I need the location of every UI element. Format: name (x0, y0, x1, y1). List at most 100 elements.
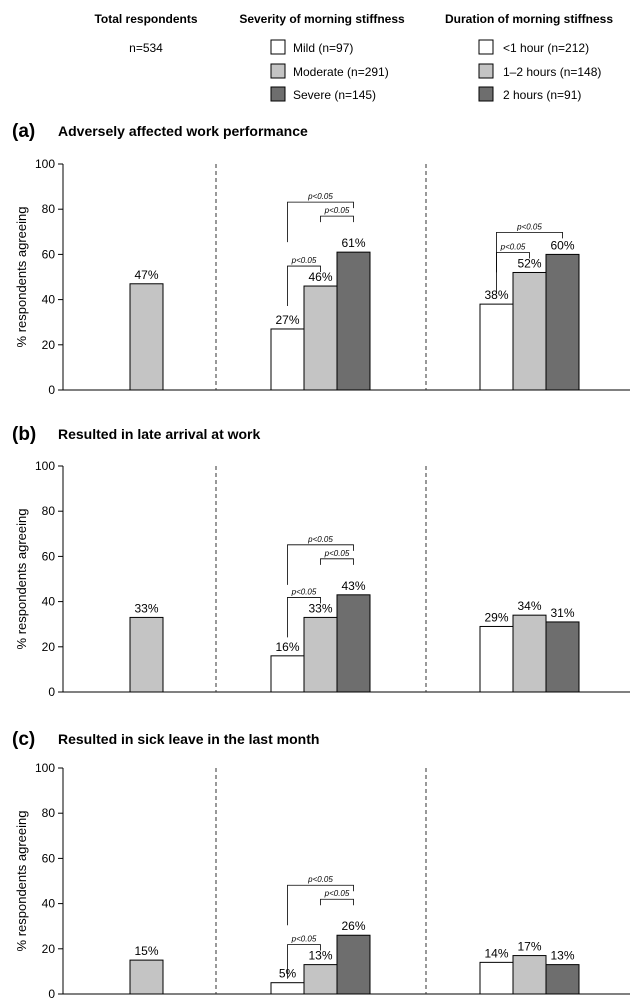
bar-1-2-hours (512, 271, 547, 391)
legend-label-mild: Mild (n=97) (293, 41, 353, 55)
y-tick-label: 60 (42, 549, 56, 563)
panel-letter: (b) (12, 424, 36, 445)
panel-letter: (a) (12, 121, 35, 142)
legend-swatch-2-hours (478, 86, 494, 102)
significance-bracket (287, 597, 321, 638)
y-tick-label: 20 (42, 942, 56, 956)
significance-bracket (287, 944, 321, 979)
y-tick-label: 0 (48, 987, 55, 999)
header-severity-title: Severity of morning stiffness (239, 12, 405, 26)
bar-mild (270, 982, 305, 995)
bar-severe-label: 26% (341, 919, 365, 933)
y-axis-label: % respondents agreeing (14, 509, 29, 650)
significance-bracket (320, 898, 354, 906)
y-tick-label: 100 (35, 761, 55, 775)
bar-under-1-hour (479, 625, 514, 693)
y-tick-label: 100 (35, 459, 55, 473)
y-tick-label: 40 (42, 595, 56, 609)
bar-severe (336, 594, 371, 693)
y-tick-label: 80 (42, 806, 56, 820)
y-axis-label: % respondents agreeing (14, 207, 29, 348)
bar-2-hours (545, 253, 580, 391)
bar-2-hours (545, 964, 580, 995)
legend-severity: Mild (n=97) Moderate (n=291) Severe (n=1… (270, 39, 389, 102)
bar-moderate-label: 46% (308, 270, 332, 284)
header-duration-title: Duration of morning stiffness (445, 12, 613, 26)
significance-bracket (496, 252, 530, 293)
bar-mild (270, 655, 305, 693)
y-axis-label: % respondents agreeing (14, 811, 29, 952)
significance-label: p<0.05 (324, 889, 350, 898)
panel-title: Resulted in late arrival at work (58, 426, 261, 442)
y-tick-label: 0 (48, 685, 55, 699)
legend-swatch-moderate (270, 63, 286, 79)
y-tick-label: 100 (35, 157, 55, 171)
bar-1-2-hours (512, 955, 547, 995)
legend-label-moderate: Moderate (n=291) (293, 65, 389, 79)
bar-total (129, 616, 164, 693)
header-total-value: n=534 (129, 41, 163, 55)
bar-severe-label: 43% (341, 579, 365, 593)
bar-total (129, 283, 164, 391)
significance-label: p<0.05 (307, 875, 333, 884)
bar-moderate (303, 285, 338, 391)
panel-title: Resulted in sick leave in the last month (58, 731, 319, 747)
y-tick-label: 60 (42, 851, 56, 865)
legend-swatch-under-1-hour (478, 39, 494, 55)
significance-label: p<0.05 (500, 242, 526, 251)
bar-under-1-hour-label: 29% (484, 610, 508, 624)
significance-bracket (320, 215, 354, 223)
legend-duration: <1 hour (n=212) 1–2 hours (n=148) 2 hour… (478, 39, 601, 102)
bar-mild-label: 27% (275, 313, 299, 327)
bar-total-label: 47% (134, 268, 158, 282)
bar-under-1-hour (479, 303, 514, 391)
significance-label: p<0.05 (291, 935, 317, 944)
legend-swatch-mild (270, 39, 286, 55)
bar-under-1-hour-label: 14% (484, 946, 508, 960)
bar-2-hours-label: 60% (550, 238, 574, 252)
legend-label-2-hours: 2 hours (n=91) (503, 88, 581, 102)
y-tick-label: 0 (48, 383, 55, 397)
bar-severe (336, 934, 371, 995)
significance-label: p<0.05 (291, 256, 317, 265)
bar-mild (270, 328, 305, 391)
y-tick-label: 60 (42, 247, 56, 261)
legend-label-under-1-hour: <1 hour (n=212) (503, 41, 589, 55)
y-tick-label: 80 (42, 504, 56, 518)
y-tick-label: 40 (42, 293, 56, 307)
bar-total (129, 959, 164, 995)
significance-label: p<0.05 (516, 222, 542, 231)
bar-total-label: 15% (134, 944, 158, 958)
legend-swatch-1-2-hours (478, 63, 494, 79)
bar-2-hours-label: 31% (550, 606, 574, 620)
panel-letter: (c) (12, 729, 35, 750)
legend-label-1-2-hours: 1–2 hours (n=148) (503, 65, 601, 79)
bar-2-hours-label: 13% (550, 949, 574, 963)
chart-panel-3: (c) Resulted in sick leave in the last mo… (12, 729, 630, 999)
significance-label: p<0.05 (307, 535, 333, 544)
significance-bracket (320, 558, 354, 565)
chart-panels: (a) Adversely affected work performance 0 2… (12, 121, 630, 999)
legend-swatch-severe (270, 86, 286, 102)
bar-mild-label: 16% (275, 640, 299, 654)
significance-label: p<0.05 (291, 587, 317, 596)
y-tick-label: 20 (42, 338, 56, 352)
panel-title: Adversely affected work performance (58, 123, 308, 139)
chart-panel-2: (b) Resulted in late arrival at work 0 20 40… (12, 424, 630, 699)
chart-panel-1: (a) Adversely affected work performance 0 2… (12, 121, 630, 397)
bar-1-2-hours (512, 614, 547, 693)
y-tick-label: 80 (42, 202, 56, 216)
bar-1-2-hours-label: 52% (517, 256, 541, 270)
bar-under-1-hour-label: 38% (484, 288, 508, 302)
significance-label: p<0.05 (307, 192, 333, 201)
significance-bracket (496, 232, 563, 273)
significance-label: p<0.05 (324, 549, 350, 558)
y-tick-label: 40 (42, 897, 56, 911)
header-total-title: Total respondents (94, 12, 197, 26)
bar-under-1-hour (479, 961, 514, 995)
bar-total-label: 33% (134, 601, 158, 615)
bar-moderate-label: 13% (308, 949, 332, 963)
significance-bracket (287, 201, 354, 243)
significance-label: p<0.05 (324, 206, 350, 215)
